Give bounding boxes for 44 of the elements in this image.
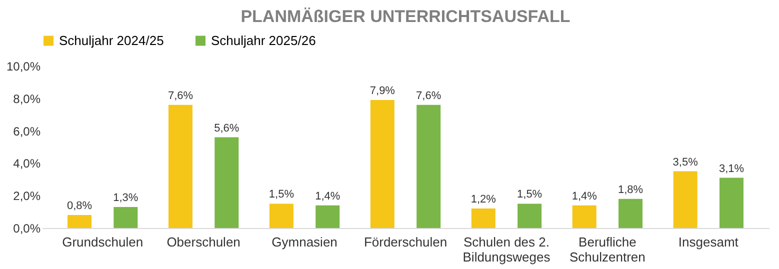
x-tick-label: Gymnasien	[272, 234, 338, 250]
data-label: 1,4%	[315, 190, 340, 202]
x-tick-label: Oberschulen	[166, 234, 240, 250]
bar	[673, 171, 698, 228]
bar	[68, 215, 92, 228]
bar	[114, 206, 138, 228]
data-label: 1,5%	[268, 188, 294, 201]
bar	[471, 208, 496, 228]
y-tick-label: 8,0%	[13, 92, 41, 106]
bar	[618, 198, 643, 228]
y-tick-label: 4,0%	[13, 156, 41, 171]
bar	[572, 205, 596, 228]
data-label: 1,3%	[113, 192, 138, 204]
data-label: 3,1%	[718, 162, 744, 175]
y-tick-label: 2,0%	[13, 189, 41, 204]
x-tick-label: Berufliche Schulzentren	[570, 234, 646, 264]
data-label: 5,6%	[214, 122, 240, 134]
data-label: 7,6%	[416, 90, 442, 102]
bar	[370, 100, 394, 228]
data-label: 0,8%	[66, 200, 92, 212]
bar	[269, 204, 294, 228]
data-label: 1,2%	[470, 194, 496, 206]
bar	[168, 104, 192, 228]
x-tick-label: Grundschulen	[62, 234, 144, 250]
data-label: 7,6%	[168, 90, 194, 102]
bar	[416, 104, 441, 228]
chart-title: PLANMÄßIGER UNTERRICHTSAUSFALL	[240, 7, 570, 26]
data-label: 7,9%	[370, 85, 396, 98]
data-label: 1,8%	[618, 184, 644, 196]
y-tick-label: 0,0%	[13, 222, 41, 236]
data-label: 3,5%	[672, 156, 698, 168]
y-tick-label: 10,0%	[6, 60, 41, 74]
data-label: 1,4%	[572, 190, 598, 202]
legend-label: Schuljahr 2025/26	[211, 32, 316, 48]
bar	[518, 204, 542, 228]
data-label: 1,5%	[517, 188, 542, 201]
y-tick-label: 6,0%	[13, 124, 41, 138]
legend-label: Schuljahr 2024/25	[59, 32, 164, 48]
x-tick-label: Insgesamt	[678, 234, 739, 250]
x-tick-label: Schulen des 2. Bildungsweges	[462, 234, 551, 264]
bar	[214, 137, 239, 228]
bar	[719, 178, 744, 228]
bar	[316, 205, 340, 228]
x-tick-label: Förderschulen	[364, 234, 448, 250]
